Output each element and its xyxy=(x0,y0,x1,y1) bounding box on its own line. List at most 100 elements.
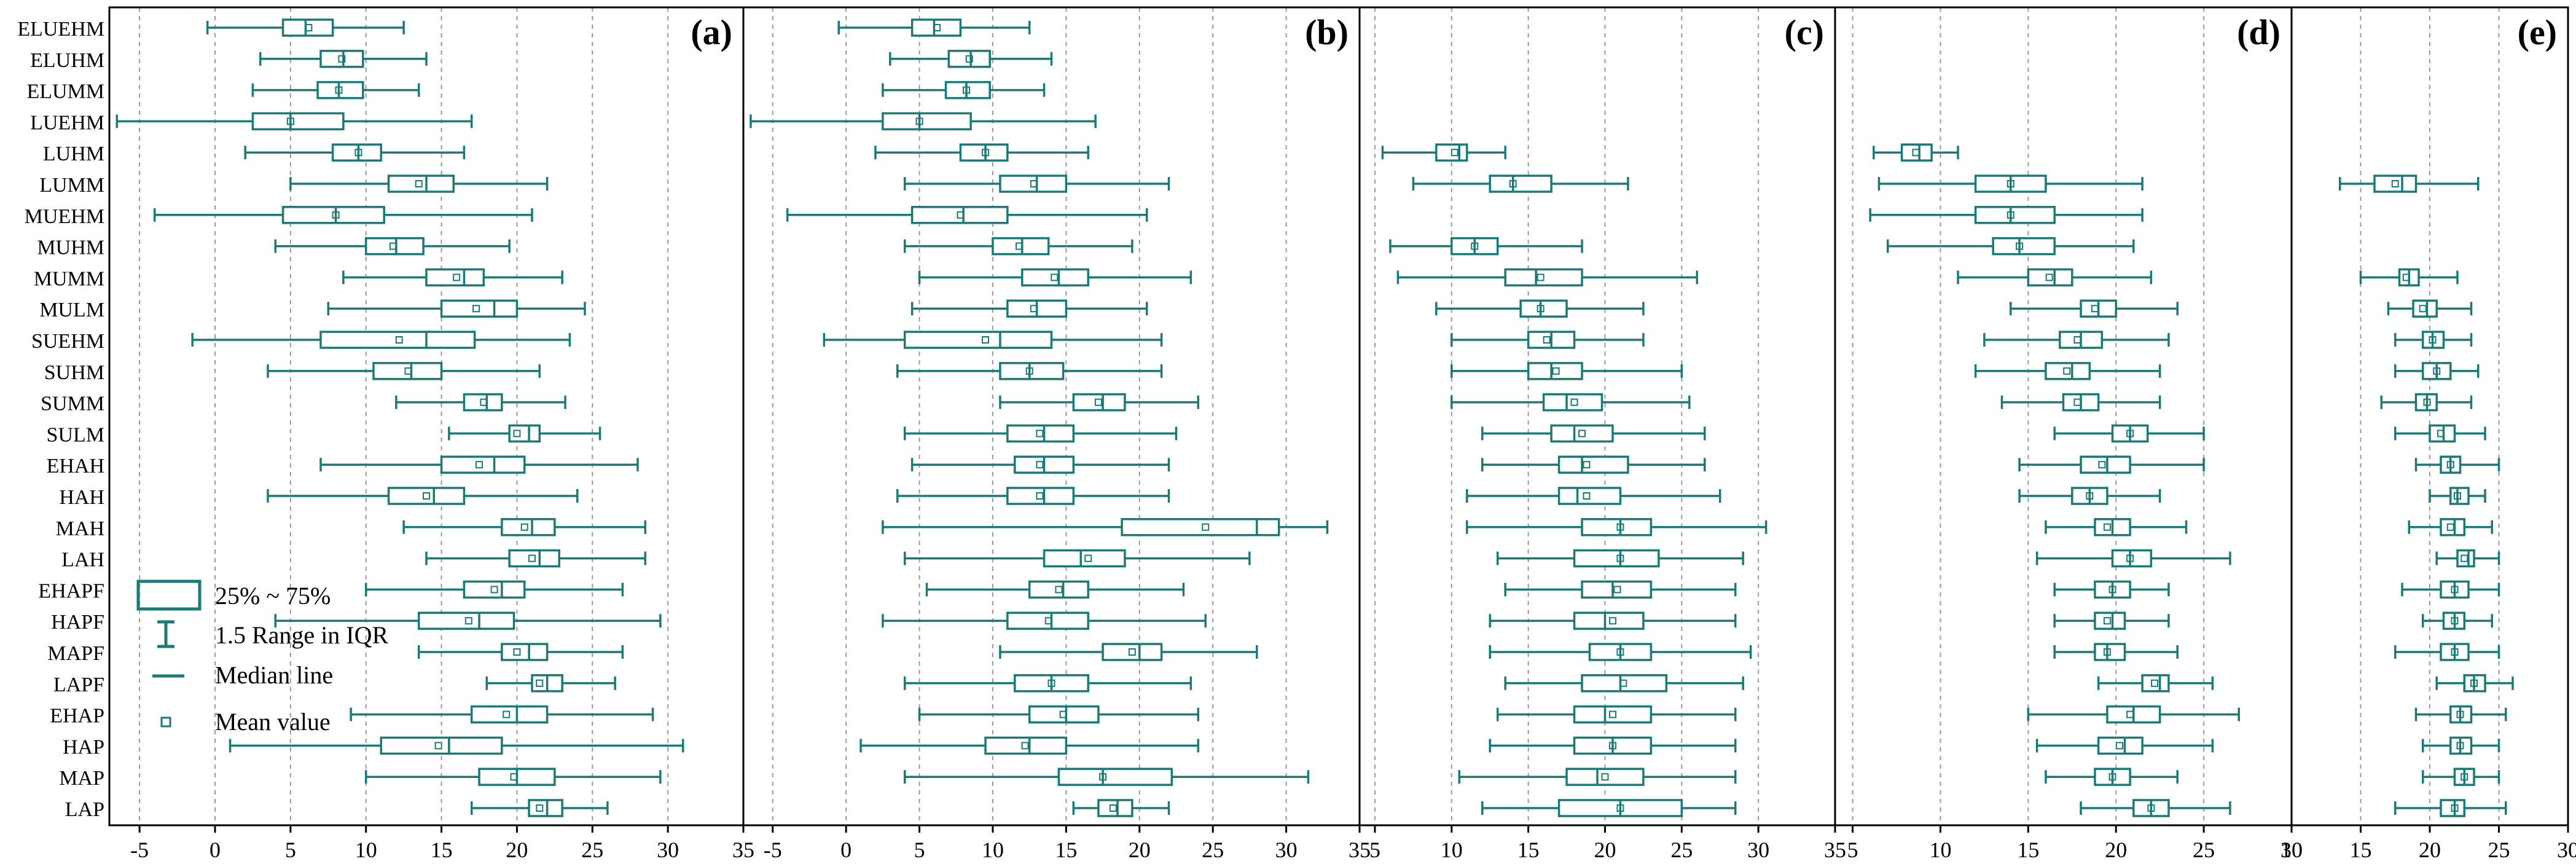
box-luhm xyxy=(1381,143,1506,162)
box-mapf xyxy=(999,643,1258,661)
iqr-box xyxy=(1565,768,1645,786)
panel-b: -5 0 5 10 15 20 25 30 35 (b) xyxy=(742,6,1371,862)
box-suhm xyxy=(1450,362,1683,380)
box-mulm xyxy=(910,299,1148,318)
x-tick-label: 10 xyxy=(355,838,377,862)
mean-marker xyxy=(520,523,528,531)
x-tick-label: 20 xyxy=(506,838,528,862)
box-lapf xyxy=(485,674,616,693)
mean-marker xyxy=(332,211,340,219)
category-label-lap: LAP xyxy=(65,798,104,821)
box-mapf xyxy=(2394,643,2500,661)
category-label-summ: SUMM xyxy=(41,393,104,415)
panel-label: (e) xyxy=(2518,12,2557,52)
category-label-muhm: MUHM xyxy=(37,237,104,259)
mean-marker xyxy=(2103,617,2111,625)
iqr-box xyxy=(999,175,1068,193)
iqr-box xyxy=(1581,518,1653,536)
mean-marker xyxy=(1552,367,1560,375)
x-tick-label: 25 xyxy=(1670,838,1693,862)
mean-marker xyxy=(2451,586,2459,594)
legend-box-label: 25% ~ 75% xyxy=(215,582,331,610)
category-label-hah: HAH xyxy=(59,486,104,509)
iqr-box xyxy=(319,50,364,68)
box-summ xyxy=(395,393,566,412)
category-label-lumm: LUMM xyxy=(39,174,104,197)
mean-marker xyxy=(472,305,480,313)
x-tick-label: 20 xyxy=(1129,838,1151,862)
box-summ xyxy=(2000,393,2161,412)
iqr-box xyxy=(2027,268,2073,287)
mean-marker xyxy=(2461,554,2468,562)
box-muhm xyxy=(274,237,511,256)
box-suhm xyxy=(267,362,541,380)
panel-c: 5 10 15 20 25 30 35 (c) xyxy=(1358,6,1846,862)
box-hah xyxy=(2429,487,2486,505)
box-summ xyxy=(1450,393,1691,412)
iqr-box xyxy=(528,799,563,817)
x-tick-label: 5 xyxy=(1847,838,1858,862)
iqr-box xyxy=(463,393,503,412)
iqr-box xyxy=(1020,268,1089,287)
box-suhm xyxy=(1974,362,2161,380)
mean-marker xyxy=(2419,305,2427,313)
mean-marker xyxy=(513,430,521,438)
box-lapf xyxy=(2435,674,2514,693)
mean-marker xyxy=(453,273,461,281)
iqr-box xyxy=(959,143,1009,162)
mean-marker xyxy=(2446,523,2454,531)
x-tick-label: 30 xyxy=(2557,838,2576,862)
box-mulm xyxy=(2387,299,2473,318)
mean-marker xyxy=(2456,742,2464,750)
mean-marker xyxy=(2098,461,2106,469)
mean-marker xyxy=(395,336,403,344)
mean-marker xyxy=(1099,773,1107,781)
box-elumm xyxy=(882,81,1046,100)
iqr-box xyxy=(387,487,466,505)
box-mah xyxy=(2045,518,2188,536)
iqr-box xyxy=(1550,424,1614,443)
box-ehap xyxy=(918,705,1200,724)
mean-marker xyxy=(335,86,343,94)
x-tick-label: 5 xyxy=(914,838,925,862)
box-eluhm xyxy=(259,50,428,68)
box-lah xyxy=(2435,549,2500,568)
mean-marker xyxy=(1044,617,1052,625)
mean-marker xyxy=(1036,461,1044,469)
mean-marker xyxy=(1021,742,1029,750)
box-muehm xyxy=(786,206,1148,224)
box-lap xyxy=(2080,799,2231,817)
mean-marker xyxy=(2126,554,2134,562)
panels: -5 0 5 10 15 20 25 30 35 (a) -5 0 5 10 15 20 25 30 35 (b) 5 1… xyxy=(108,6,2576,862)
iqr-box xyxy=(1057,768,1173,786)
mean-marker xyxy=(915,117,923,125)
x-tick-label: 25 xyxy=(1202,838,1224,862)
mean-marker xyxy=(2456,710,2464,718)
box-lumm xyxy=(289,175,549,193)
legend-whisker-swatch xyxy=(157,620,174,648)
box-mumm xyxy=(918,268,1192,287)
box-hapf xyxy=(2053,611,2170,630)
iqr-box xyxy=(1102,643,1163,661)
mean-marker xyxy=(1608,710,1616,718)
box-map xyxy=(2422,768,2500,786)
box-lah xyxy=(1496,549,1744,568)
category-label-luhm: LUHM xyxy=(43,143,104,165)
category-label-lah: LAH xyxy=(61,549,104,571)
iqr-box xyxy=(319,331,476,349)
mean-marker xyxy=(503,710,511,718)
mean-marker xyxy=(2147,804,2155,812)
box-lap xyxy=(1072,799,1170,817)
box-ehah xyxy=(1481,455,1706,474)
mean-marker xyxy=(1613,586,1621,594)
iqr-box xyxy=(947,50,991,68)
category-label-ehap: EHAP xyxy=(50,705,104,728)
mean-marker xyxy=(1583,492,1591,500)
mean-marker xyxy=(1583,461,1591,469)
mean-marker xyxy=(536,804,544,812)
box-muehm xyxy=(153,206,533,224)
iqr-box xyxy=(1581,580,1653,599)
box-map xyxy=(1458,768,1737,786)
mean-marker xyxy=(2086,492,2094,500)
category-label-mulm: MULM xyxy=(39,299,104,321)
